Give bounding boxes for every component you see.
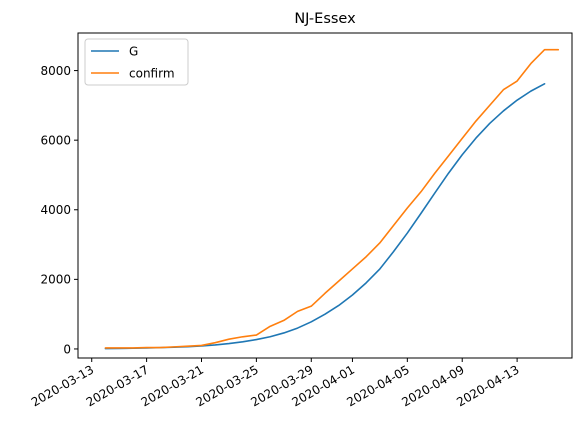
series-line-confirm: [104, 48, 560, 349]
legend: G confirm: [84, 38, 189, 86]
y-axis: 0 2000 4000 6000 8000: [40, 64, 78, 356]
plot-area: [104, 48, 560, 350]
plot-frame: [77, 32, 573, 359]
y-tick-label: 2000: [40, 273, 71, 287]
y-tick-label: 6000: [40, 133, 71, 147]
y-tick-label: 0: [63, 342, 71, 356]
legend-label-g: G: [129, 45, 138, 59]
legend-label-confirm: confirm: [129, 67, 175, 81]
chart-title: NJ-Essex: [294, 11, 356, 27]
y-tick-label: 4000: [40, 203, 71, 217]
y-tick-label: 8000: [40, 64, 71, 78]
